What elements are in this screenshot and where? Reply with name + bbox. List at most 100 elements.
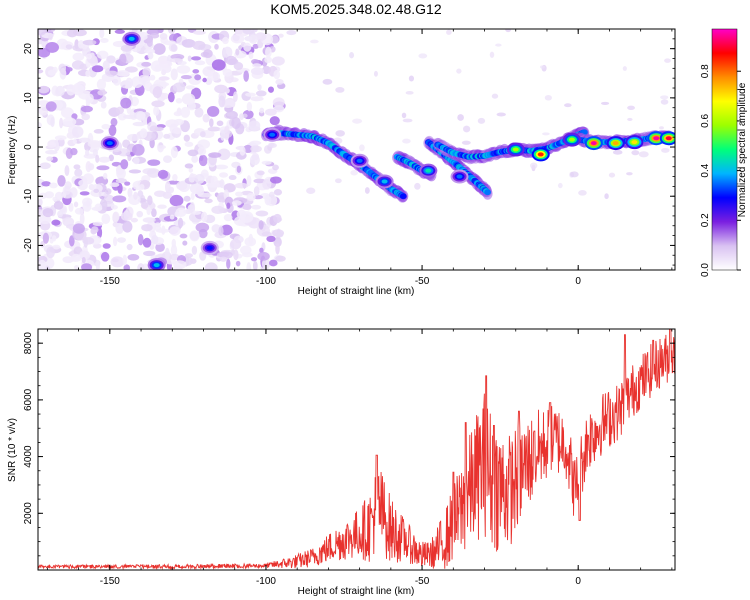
noise-blob <box>235 260 241 267</box>
noise-blob <box>139 76 151 84</box>
noise-blob <box>193 30 206 35</box>
noise-blob <box>267 86 274 93</box>
noise-blob <box>123 264 131 270</box>
noise-blob <box>256 170 265 176</box>
noise-blob <box>202 113 210 123</box>
hotspot <box>456 174 463 179</box>
noise-blob <box>269 116 280 126</box>
noise-blob <box>54 191 64 201</box>
noise-blob <box>273 213 282 224</box>
noise-blob <box>491 93 499 99</box>
noise-blob <box>164 247 170 260</box>
spectrogram-x-tick-label: -100 <box>256 276 276 287</box>
noise-blob <box>96 78 107 90</box>
noise-blob <box>112 40 127 48</box>
noise-blob <box>122 220 133 233</box>
noise-blob <box>147 51 154 60</box>
noise-blob <box>250 96 264 102</box>
noise-blob <box>41 181 51 187</box>
hotspot <box>269 132 276 137</box>
noise-blob <box>222 68 233 77</box>
noise-blob <box>167 29 176 34</box>
noise-blob <box>177 217 184 229</box>
noise-blob <box>59 117 64 129</box>
noise-blob <box>93 188 100 194</box>
snr-x-tick-label: 0 <box>575 576 581 587</box>
noise-blob <box>181 39 196 48</box>
noise-blob <box>203 49 213 59</box>
snr-x-tick-label: -100 <box>256 576 276 587</box>
noise-blob <box>402 138 411 144</box>
noise-blob <box>489 51 495 58</box>
noise-blob <box>540 65 545 69</box>
noise-blob <box>191 245 198 255</box>
noise-blob <box>72 52 85 61</box>
noise-blob <box>219 172 229 178</box>
noise-blob <box>240 211 254 223</box>
noise-blob <box>197 147 207 156</box>
noise-blob <box>191 155 199 163</box>
noise-blob <box>198 228 208 239</box>
noise-blob <box>402 118 413 123</box>
noise-blob <box>169 123 178 134</box>
noise-blob <box>542 132 550 136</box>
noise-blob <box>239 146 246 156</box>
noise-blob <box>257 84 262 91</box>
colorbar-tick-label: 0.8 <box>700 64 711 78</box>
noise-blob <box>74 168 83 177</box>
noise-blob <box>175 98 183 104</box>
noise-blob <box>172 82 186 93</box>
noise-blob <box>132 121 146 127</box>
noise-blob <box>85 97 90 108</box>
noise-blob <box>659 126 664 130</box>
noise-blob <box>115 106 124 115</box>
noise-blob <box>235 48 240 56</box>
noise-blob <box>157 169 169 179</box>
noise-blob <box>286 30 297 36</box>
noise-blob <box>162 155 173 164</box>
noise-blob <box>224 125 230 138</box>
noise-blob <box>87 140 102 148</box>
noise-blob <box>110 117 118 127</box>
noise-blob <box>496 112 506 117</box>
hotspot <box>206 245 213 250</box>
noise-blob <box>249 140 262 146</box>
noise-blob <box>259 247 264 254</box>
noise-blob <box>184 141 194 147</box>
noise-blob <box>72 138 78 145</box>
hotspot <box>612 141 619 146</box>
noise-blob <box>139 128 148 139</box>
noise-blob <box>45 101 57 112</box>
noise-blob <box>272 97 285 108</box>
noise-blob <box>265 46 272 58</box>
noise-blob <box>112 195 127 203</box>
noise-blob <box>99 29 105 39</box>
hotspot <box>590 141 597 146</box>
spectrogram-y-tick-label: 20 <box>23 43 34 55</box>
hotspot <box>106 141 113 146</box>
spectrogram-x-tick-label: -50 <box>415 276 430 287</box>
snr-series-line <box>38 329 675 570</box>
noise-blob <box>275 79 284 85</box>
spectrogram-heatmap <box>38 29 675 270</box>
noise-blob <box>97 89 107 96</box>
noise-blob <box>95 259 100 270</box>
noise-blob <box>146 206 152 215</box>
noise-blob <box>92 148 98 157</box>
snr-y-tick-label: 6000 <box>23 388 34 411</box>
hotspot <box>425 168 432 173</box>
noise-blob <box>242 29 255 35</box>
noise-blob <box>612 149 623 155</box>
noise-blob <box>194 74 202 81</box>
noise-blob <box>74 265 80 270</box>
noise-blob <box>225 55 237 66</box>
noise-blob <box>38 85 50 94</box>
noise-blob <box>169 194 184 207</box>
noise-blob <box>124 181 131 186</box>
noise-blob <box>246 101 253 112</box>
noise-blob <box>268 259 278 267</box>
noise-blob <box>463 125 471 133</box>
noise-blob <box>214 43 219 50</box>
noise-blob <box>660 95 669 100</box>
noise-blob <box>242 204 252 211</box>
